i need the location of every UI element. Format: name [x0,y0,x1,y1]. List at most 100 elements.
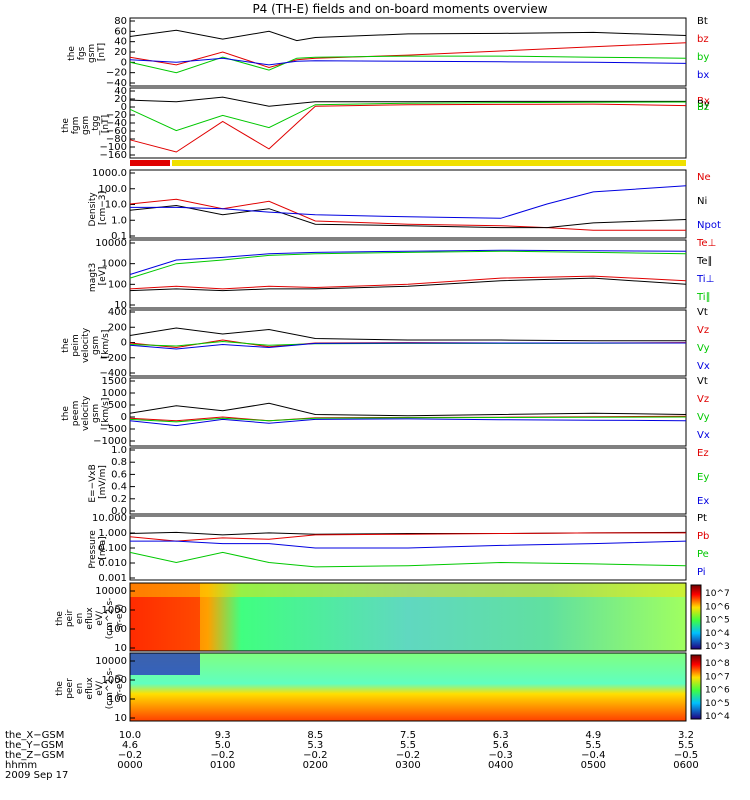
panel-density-ylabel-line-1: Density [88,192,98,227]
y-tick-label: 1500 [102,376,127,387]
panel-peer-ylabel-line-7: sr-eV) [115,674,125,700]
series-line-1 [129,101,687,132]
y-tick-label: 20 [114,47,127,58]
y-tick-label: −60 [106,126,127,137]
y-tick-label: 0.1 [111,231,127,242]
legend-entry: Te∥ [696,256,713,267]
legend-entry: Pe [697,549,709,560]
panel-fgs-ylabel: the fgs gsm [nT] [67,41,107,63]
panel-efield-ylabel-line-2: [mV/m] [98,465,108,499]
y-tick-label: 0 [121,338,127,349]
y-tick-label: 1000 [102,259,127,270]
y-tick-label: −200 [100,353,127,364]
legend-entry: Bx [697,96,710,107]
x-axis-value: −0.2 [396,750,420,761]
x-axis-value: 0000 [117,760,142,771]
y-tick-label: 10000 [95,656,127,667]
panel-peir-ylabel-line-6: (cm^2-s- [105,598,115,640]
series-line-0 [129,29,687,42]
peir-heatmap-high-energy-band [130,583,686,597]
x-axis-value: 5.5 [400,740,416,751]
figure-title: P4 (TH-E) fields and on-board moments ov… [252,2,547,16]
panel-density-ylabel-line-2: [cm−3] [98,191,108,225]
series-line-1 [129,204,687,229]
panel-peer-ylabel: the peer en eflux eV/ (cm^2-s- sr-eV) [55,665,125,710]
series-line-1 [129,250,687,279]
x-axis-date: 2009 Sep 17 [5,770,68,781]
peer-heatmap-cold-band [130,653,200,675]
peer-heatmap-frame [129,652,687,722]
y-tick-label: −100 [100,142,127,153]
y-tick-label: 10 [114,300,127,311]
panel-peim-velocity-ylabel: the peim velocity gsm [km/s] [61,325,111,363]
panel-density: Density [cm−3] 1000.0 100.0 10.0 1.0 0.1 Ne N… [88,168,721,242]
colorbar-label: 10^5 [705,616,730,626]
panel-temperature-ylabel-line-1: magt3 [88,263,98,292]
x-axis-value: −0.2 [118,750,142,761]
panel-peem-velocity-frame [129,377,687,447]
y-tick-label: 400 [108,307,127,318]
colorbar-label: 10^7 [705,672,730,682]
series-line-2 [129,416,687,423]
panel-fgm-ylabel-line-5: [nT] [101,115,111,133]
legend-entry: bx [697,70,709,81]
panel-peem-velocity: the peem velocity gsm [km/s] 15001000500… [61,376,710,447]
panel-peir-ylabel-line-2: peir [65,609,75,627]
y-tick-label: 0 [121,57,127,68]
panel-fgm-ylabel-line-4: _tgg [91,116,101,136]
panel-peer-ylabel-line-4: eflux [85,677,95,700]
x-axis-value: 5.3 [307,740,323,751]
panel-efield-ylabel: E=−VxB [mV/m] [88,461,108,502]
panel-peer-ylabel-line-5: eV/ [95,680,105,696]
panel-peir-ylabel-line-1: the [55,611,65,626]
legend-entry: Vt [697,376,708,387]
panel-peer-spectrogram: the peer en eflux eV/ (cm^2-s- sr-eV) 10… [55,652,730,724]
panel-peir-ylabel-line-5: eV/ [95,610,105,626]
y-tick-label: 80 [114,16,127,27]
y-tick-label: 0.0 [111,506,127,517]
y-tick-label: 10.0 [105,200,127,211]
legend-entry: by [697,52,709,63]
panel-peim-velocity-ylabel-line-4: gsm [91,336,101,355]
y-tick-label: 100 [108,624,127,635]
series-line-3 [129,342,686,350]
x-axis-value: 0600 [673,760,698,771]
series-line-3 [129,277,687,292]
y-tick-label: 0.4 [111,482,127,493]
x-axis-value: −0.2 [211,750,235,761]
panel-fgm-ylabel-line-2: fgm [71,117,81,135]
panel-peem-velocity-ylabel-line-4: gsm [91,404,101,423]
peir-colorbar [690,584,702,650]
mode-bar-slow [130,160,170,166]
y-tick-label: −500 [100,424,127,435]
x-axis-value: 0200 [303,760,328,771]
peir-heatmap-background [130,583,686,651]
x-axis-value: 5.0 [215,740,231,751]
legend-entry: bz [697,34,709,45]
panel-peer-ylabel-line-2: peer [65,678,75,699]
series-line-2 [130,185,687,219]
y-tick-label: 40 [114,86,127,97]
legend-entry: Ni [697,196,707,207]
y-tick-label: −80 [106,134,127,145]
panel-peir-ylabel: the peir en eflux eV/ (cm^2-s- sr-eV) [55,595,125,640]
panel-density-ylabel: Density [cm−3] [88,189,108,226]
y-tick-label: 0.001 [98,573,127,584]
panel-fgm-ylabel: the fgm gsm _tgg [nT] [61,113,111,136]
y-tick-label: 0.8 [111,457,127,468]
y-tick-label: 10000 [95,238,127,249]
peir-heatmap-hot-band [130,583,200,651]
x-axis-value: 8.5 [307,730,323,741]
legend-entry: Ex [697,496,709,507]
panel-peem-velocity-ylabel-line-2: peem [71,401,81,427]
panel-peem-velocity-ylabel-line-5: [km/s] [101,398,111,427]
colorbar-label: 10^4 [705,629,730,639]
legend-entry: Vz [697,325,709,336]
panel-peer-ylabel-line-1: the [55,681,65,696]
panel-peim-velocity-ylabel-line-3: velocity [81,327,91,363]
legend-entry: Vx [697,430,710,441]
legend-entry: Te⊥ [696,238,716,249]
panel-fgm: the fgm gsm _tgg [nT] 40200−20−40−60−80−… [61,86,710,161]
series-line-3 [129,418,687,427]
